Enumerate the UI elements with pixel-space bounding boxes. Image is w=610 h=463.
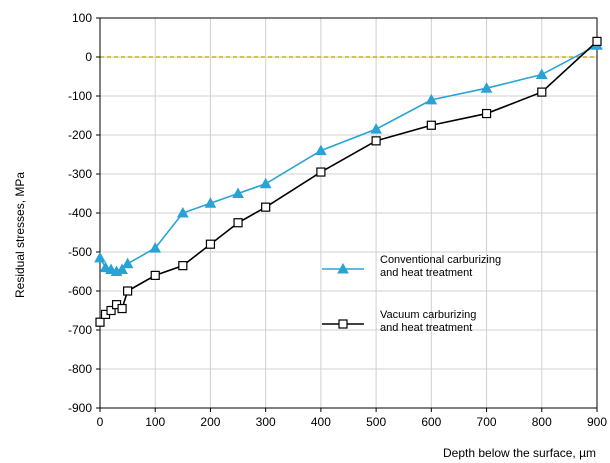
data-point xyxy=(123,286,133,296)
x-tick-label: 400 xyxy=(311,415,331,429)
legend-label: and heat treatment xyxy=(380,322,472,334)
data-point xyxy=(425,93,438,105)
series-2 xyxy=(95,36,602,327)
x-tick-label: 900 xyxy=(587,415,607,429)
x-tick-label: 0 xyxy=(97,415,104,429)
y-tick-label: -500 xyxy=(68,245,92,259)
y-tick-label: -400 xyxy=(68,206,92,220)
data-point xyxy=(315,144,327,156)
data-point xyxy=(233,218,243,228)
x-tick-label: 700 xyxy=(477,415,497,429)
data-point xyxy=(94,251,106,263)
data-point xyxy=(95,317,105,327)
data-point xyxy=(150,270,160,280)
data-point xyxy=(592,36,602,47)
legend-marker xyxy=(337,262,349,274)
data-point xyxy=(481,108,492,119)
x-tick-label: 800 xyxy=(532,415,552,429)
series-layer xyxy=(94,36,603,327)
y-tick-label: 100 xyxy=(72,11,92,25)
data-point xyxy=(121,257,134,269)
data-point xyxy=(259,177,272,189)
x-axis-title: Depth below the surface, µm xyxy=(443,446,596,460)
data-point xyxy=(535,68,548,80)
x-tick-label: 200 xyxy=(200,415,220,429)
data-point xyxy=(116,263,128,275)
data-point xyxy=(178,261,188,271)
data-point xyxy=(117,303,127,314)
data-point xyxy=(316,167,326,177)
data-point xyxy=(149,242,162,253)
data-point xyxy=(232,187,244,198)
legend-label: Conventional carburizing xyxy=(380,254,501,266)
y-tick-label: 0 xyxy=(85,50,92,64)
x-tick-label: 500 xyxy=(366,415,386,429)
y-axis-title: Residual stresses, MPa xyxy=(13,172,27,298)
y-tick-label: -200 xyxy=(68,128,92,142)
y-tick-label: -700 xyxy=(68,323,92,337)
y-tick-label: -800 xyxy=(68,362,92,376)
data-point xyxy=(204,197,217,208)
data-point xyxy=(480,82,493,93)
data-point xyxy=(371,136,381,146)
x-tick-label: 600 xyxy=(421,415,441,429)
legend-marker xyxy=(338,319,348,329)
y-tick-label: -900 xyxy=(68,401,92,415)
series-line xyxy=(99,44,598,273)
data-point xyxy=(426,120,436,130)
series-1 xyxy=(94,39,603,276)
data-point xyxy=(537,87,547,97)
x-tick-label: 300 xyxy=(256,415,276,429)
legend-label: Vacuum carburizing xyxy=(380,309,476,321)
y-tick-label: -100 xyxy=(68,89,92,103)
series-line xyxy=(99,40,598,323)
data-point xyxy=(106,305,116,316)
data-point xyxy=(205,239,216,249)
data-point xyxy=(176,206,189,218)
y-axis-ticks: 100 0 -100 -200 -300 -400 -500 -600 -700 -800 -900 xyxy=(68,11,100,415)
legend-label: and heat treatment xyxy=(380,267,472,279)
y-tick-label: -600 xyxy=(68,284,92,298)
data-point xyxy=(261,202,271,212)
y-tick-label: -300 xyxy=(68,167,92,181)
grid-lines xyxy=(99,17,598,409)
x-axis-ticks: 0 100 200 300 400 500 600 700 800 900 xyxy=(97,408,607,429)
data-point xyxy=(370,123,382,134)
x-tick-label: 100 xyxy=(145,415,165,429)
